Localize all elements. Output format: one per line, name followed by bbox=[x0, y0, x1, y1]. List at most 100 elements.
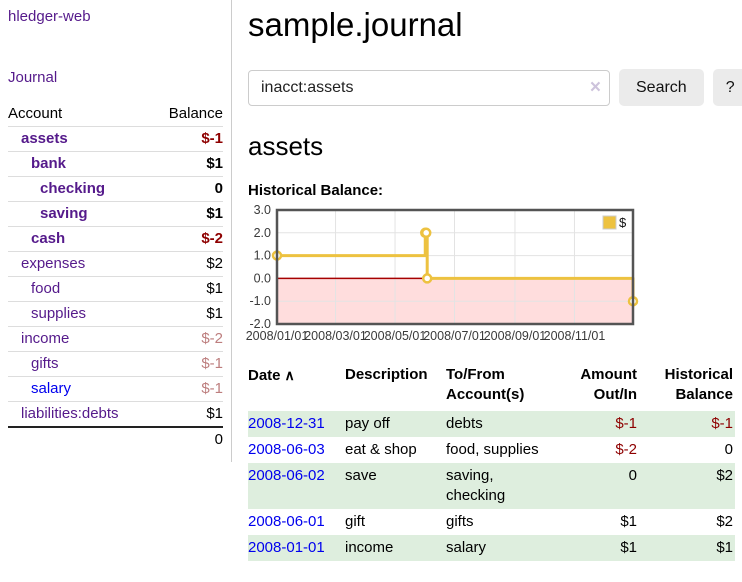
chart-canvas: 3.0 2.0 1.0 0.0 -1.0 -2.02008/01/012008/03/01… bbox=[246, 203, 639, 343]
sidebar-account-row: saving $1 bbox=[8, 201, 223, 226]
page-title: sample.journal bbox=[248, 6, 463, 43]
account-link-expenses[interactable]: expenses bbox=[21, 255, 86, 272]
account-balance: $-2 bbox=[201, 230, 223, 247]
legend-label: $ bbox=[619, 215, 627, 230]
transaction-date-link[interactable]: 2008-06-01 bbox=[248, 513, 325, 530]
account-link-cash[interactable]: cash bbox=[31, 230, 66, 247]
sidebar-account-row: checking 0 bbox=[8, 176, 223, 201]
account-link-salary[interactable]: salary bbox=[31, 380, 72, 397]
sidebar: hledger-web Journal Account Balance asse… bbox=[0, 0, 232, 462]
transaction-date-link[interactable]: 2008-12-31 bbox=[248, 415, 325, 432]
transaction-date-link[interactable]: 2008-06-03 bbox=[248, 441, 325, 458]
main-content: sample.journal × Search ? assets Histori… bbox=[232, 0, 742, 569]
sidebar-account-row: expenses $2 bbox=[8, 251, 223, 276]
account-heading: assets bbox=[248, 131, 324, 161]
account-link-checking[interactable]: checking bbox=[40, 180, 106, 197]
account-balance: $-1 bbox=[201, 355, 223, 372]
search-input[interactable] bbox=[248, 69, 610, 106]
transaction-description: gift bbox=[345, 513, 366, 530]
account-link-liabilities-debts[interactable]: liabilities:debts bbox=[21, 405, 119, 422]
account-link-gifts[interactable]: gifts bbox=[31, 355, 59, 372]
historical-balance-chart: 3.0 2.0 1.0 0.0 -1.0 -2.0 2008/01/01 2008/03/01… bbox=[246, 203, 742, 347]
transaction-row: 2008-01-01 income salary $1 $1 bbox=[248, 535, 735, 561]
account-link-supplies[interactable]: supplies bbox=[31, 305, 87, 322]
transaction-amount: $-1 bbox=[615, 415, 637, 432]
transaction-row: 2008-06-01 gift gifts $1 $2 bbox=[248, 509, 735, 535]
transaction-date-cell: 2008-06-01 bbox=[248, 509, 345, 535]
sidebar-account-row: assets $-1 bbox=[8, 126, 223, 151]
total-balance: 0 bbox=[214, 431, 223, 448]
y-tick-label: 3.0 bbox=[254, 203, 271, 217]
y-tick-label: -1.0 bbox=[249, 294, 271, 308]
account-balance: $1 bbox=[206, 205, 223, 222]
register-column-header: Amount Out/In bbox=[580, 366, 637, 403]
transaction-description: eat & shop bbox=[345, 441, 417, 458]
account-balance: $-2 bbox=[201, 330, 223, 347]
register-column-header: Historical Balance bbox=[664, 366, 733, 403]
y-tick-label: 2.0 bbox=[254, 226, 271, 240]
app-title-link[interactable]: hledger-web bbox=[8, 8, 91, 25]
transaction-balance: $2 bbox=[716, 513, 733, 530]
account-balance: 0 bbox=[214, 180, 223, 197]
transaction-accounts: saving, checking bbox=[446, 467, 506, 504]
x-tick-label: 2008/11/01 bbox=[544, 329, 606, 343]
account-total-row: 0 bbox=[8, 426, 223, 452]
transaction-accounts: gifts bbox=[446, 513, 474, 530]
account-link-bank[interactable]: bank bbox=[31, 155, 67, 172]
sidebar-account-row: gifts $-1 bbox=[8, 351, 223, 376]
y-tick-label: 0.0 bbox=[254, 271, 271, 285]
sidebar-account-row: liabilities:debts $1 bbox=[8, 401, 223, 426]
account-balance: $1 bbox=[206, 305, 223, 322]
transaction-balance: $-1 bbox=[711, 415, 733, 432]
account-balance: $2 bbox=[206, 255, 223, 272]
transaction-date-cell: 2008-06-03 bbox=[248, 437, 345, 463]
chart-label: Historical Balance: bbox=[248, 182, 384, 199]
transaction-accounts: debts bbox=[446, 415, 483, 432]
x-tick-label: 2008/03/01 bbox=[304, 329, 367, 343]
search-button[interactable]: Search bbox=[619, 69, 704, 106]
balance-column-header: Balance bbox=[168, 105, 223, 122]
transaction-description: pay off bbox=[345, 415, 390, 432]
sidebar-item-journal[interactable]: Journal bbox=[8, 69, 58, 86]
transaction-accounts: food, supplies bbox=[446, 441, 539, 458]
transaction-amount: $1 bbox=[620, 539, 637, 556]
register-column-header[interactable]: Date ∧ bbox=[248, 367, 295, 384]
x-tick-label: 2008/07/01 bbox=[423, 329, 486, 343]
transaction-description: save bbox=[345, 467, 377, 484]
y-tick-label: 1.0 bbox=[254, 249, 271, 263]
sidebar-account-row: cash $-2 bbox=[8, 226, 223, 251]
register-column-header: Description bbox=[345, 366, 428, 383]
transaction-row: 2008-06-02 save saving, checking 0 $2 bbox=[248, 463, 735, 509]
sidebar-account-row: income $-2 bbox=[8, 326, 223, 351]
x-tick-label: 2008/09/01 bbox=[484, 329, 547, 343]
sidebar-account-row: bank $1 bbox=[8, 151, 223, 176]
register-column-header: To/From Account(s) bbox=[446, 366, 525, 403]
y-tick-label: -2.0 bbox=[249, 317, 271, 331]
x-tick-label: 2008/01/01 bbox=[246, 329, 309, 343]
account-link-saving[interactable]: saving bbox=[40, 205, 88, 222]
sort-ascending-icon: ∧ bbox=[284, 367, 295, 383]
transaction-date-link[interactable]: 2008-06-02 bbox=[248, 467, 325, 484]
transaction-date-cell: 2008-06-02 bbox=[248, 463, 345, 509]
sidebar-account-row: food $1 bbox=[8, 276, 223, 301]
sidebar-account-row: salary $-1 bbox=[8, 376, 223, 401]
account-balance-table: Account Balance assets $-1 bank $1 checking 0… bbox=[8, 102, 223, 452]
clear-search-icon[interactable]: × bbox=[589, 76, 601, 98]
account-link-food[interactable]: food bbox=[31, 280, 61, 297]
transaction-date-cell: 2008-12-31 bbox=[248, 411, 345, 437]
help-button[interactable]: ? bbox=[712, 69, 742, 106]
account-link-income[interactable]: income bbox=[21, 330, 70, 347]
account-table-header: Account Balance bbox=[8, 102, 223, 126]
transaction-amount: $1 bbox=[620, 513, 637, 530]
transaction-accounts: salary bbox=[446, 539, 487, 556]
transaction-date-link[interactable]: 2008-01-01 bbox=[248, 539, 325, 556]
account-balance: $-1 bbox=[201, 380, 223, 397]
account-balance: $1 bbox=[206, 405, 223, 422]
search-bar: × Search ? bbox=[248, 69, 742, 106]
account-column-header: Account bbox=[8, 105, 63, 122]
account-link-assets[interactable]: assets bbox=[21, 130, 68, 147]
account-balance: $-1 bbox=[201, 130, 223, 147]
transaction-balance: 0 bbox=[724, 441, 733, 458]
chart-legend: $ bbox=[602, 215, 627, 230]
account-balance: $1 bbox=[206, 155, 223, 172]
